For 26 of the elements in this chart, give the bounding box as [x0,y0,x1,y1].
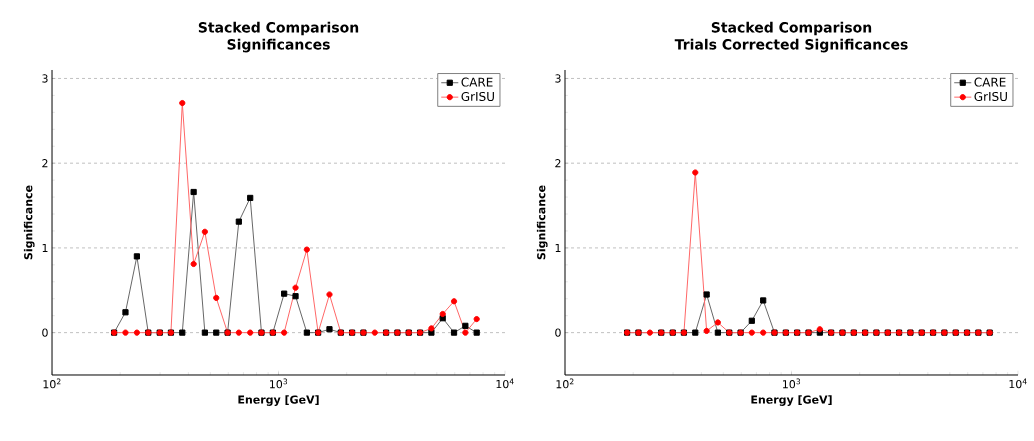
chart-subtitle: Significances [227,38,330,53]
x-tick-label: 10$^{2}$ [43,378,61,389]
chart-title: Stacked Comparison [198,21,359,36]
legend-label: GrISU [461,91,494,102]
y-axis-title: Significance [23,185,35,260]
x-axis-title: Energy [GeV] [238,395,319,406]
y-tick-label: 0 [42,328,48,337]
x-tick-label: 10$^{2}$ [556,378,574,389]
y-tick-label: 1 [555,243,561,252]
y-tick-label: 3 [555,74,561,83]
chart-subtitle: Trials Corrected Significances [674,38,908,53]
x-tick-label: 10$^{3}$ [270,378,288,389]
y-tick-label: 1 [42,243,48,252]
x-tick-label: 10$^{4}$ [1009,378,1027,389]
x-axis-title: Energy [GeV] [751,395,832,406]
y-tick-label: 2 [42,159,48,168]
x-tick-label: 10$^{4}$ [496,378,514,389]
y-axis-title: Significance [536,185,548,260]
y-tick-label: 3 [42,74,48,83]
y-tick-label: 0 [555,328,561,337]
legend-label: CARE [974,77,1006,87]
legend-label: GrISU [974,91,1007,102]
legend-label: CARE [461,77,493,87]
x-tick-label: 10$^{3}$ [783,378,801,389]
y-tick-label: 2 [555,159,561,168]
chart-title: Stacked Comparison [711,21,872,36]
